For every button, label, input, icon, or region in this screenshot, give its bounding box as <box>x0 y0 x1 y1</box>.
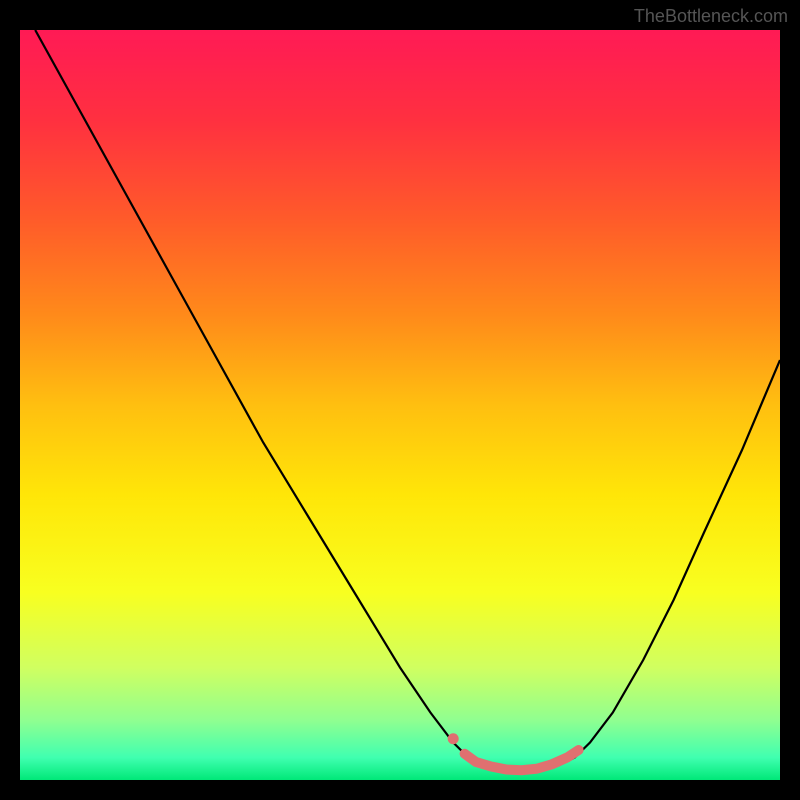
attribution-text: TheBottleneck.com <box>634 6 788 27</box>
bottleneck-chart <box>20 30 780 780</box>
highlight-dot <box>448 733 459 744</box>
chart-svg <box>20 30 780 780</box>
